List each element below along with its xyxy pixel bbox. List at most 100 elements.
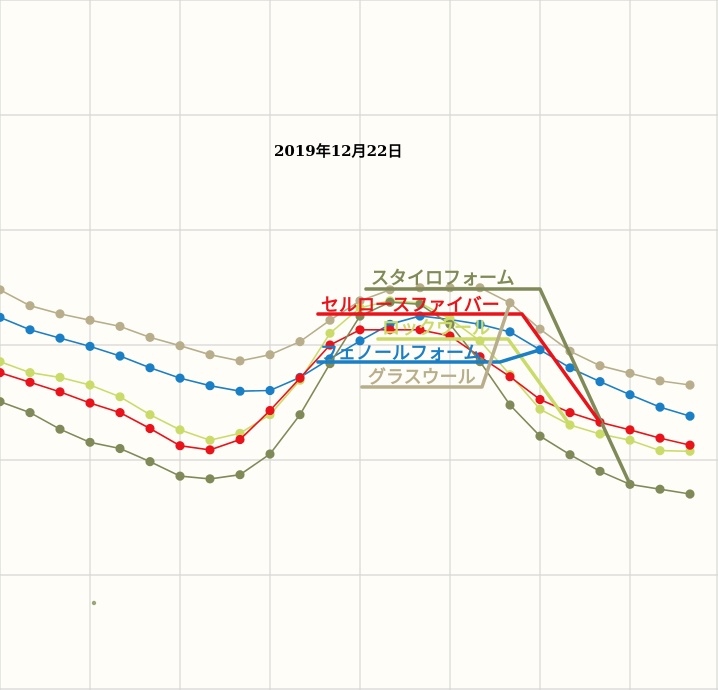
legend-leader-line [316, 348, 542, 364]
data-point [25, 368, 35, 378]
data-point [115, 408, 125, 418]
series-line [0, 329, 691, 451]
data-point [265, 449, 275, 459]
data-point [325, 340, 335, 350]
data-point [565, 363, 575, 373]
data-point [85, 341, 95, 351]
data-point [205, 445, 215, 455]
data-point [145, 332, 155, 342]
data-point [85, 437, 95, 447]
data-point [25, 377, 35, 387]
data-point [0, 368, 5, 378]
series-4 [0, 325, 695, 455]
data-point [205, 474, 215, 484]
data-point [595, 466, 605, 476]
data-point [115, 351, 125, 361]
data-point [55, 424, 65, 434]
data-point [175, 441, 185, 451]
legend-item: スタイロフォーム [364, 268, 632, 487]
data-point [295, 373, 305, 383]
data-point [685, 489, 695, 499]
data-point [655, 484, 665, 494]
legend-item: フェノールフォーム [316, 343, 542, 364]
data-point [235, 434, 245, 445]
data-point [0, 312, 5, 322]
data-point [535, 404, 545, 414]
data-point [595, 361, 605, 371]
data-point [355, 303, 365, 313]
data-point [25, 408, 35, 418]
series-line [0, 301, 691, 495]
data-point [505, 327, 515, 337]
legend-item: セルロースファイバー [316, 295, 602, 425]
data-point [475, 319, 485, 329]
data-point [0, 285, 5, 295]
data-point [535, 431, 545, 441]
chart-title: 2019年12月22日 [274, 142, 403, 160]
data-point [0, 397, 5, 407]
data-point [265, 405, 275, 416]
data-point [325, 328, 335, 338]
data-point [265, 350, 275, 360]
data-point [625, 390, 635, 400]
data-point [385, 325, 395, 335]
legend-leader-line [364, 287, 632, 487]
series-line [0, 315, 691, 417]
data-point [25, 301, 35, 311]
stray-dot [91, 600, 97, 606]
data-point [565, 408, 575, 418]
data-point [0, 357, 5, 367]
data-point [175, 373, 185, 383]
data-point [535, 394, 545, 405]
data-point [145, 423, 155, 434]
data-point [505, 400, 515, 410]
data-point [445, 319, 455, 329]
data-point [205, 381, 215, 391]
data-point [115, 392, 125, 402]
data-point [235, 470, 245, 480]
data-point [295, 410, 305, 420]
data-point [685, 440, 695, 450]
data-point [85, 398, 95, 408]
data-point [265, 385, 275, 396]
data-point [625, 435, 635, 445]
legend-leader-line [316, 312, 602, 425]
legend-label: スタイロフォーム [371, 268, 514, 289]
data-point [55, 309, 65, 319]
data-point [655, 376, 665, 386]
data-point [295, 337, 305, 347]
data-point [55, 372, 65, 382]
series-line [0, 286, 691, 386]
data-point [55, 387, 65, 397]
data-point [235, 356, 245, 366]
data-point [175, 471, 185, 481]
data-point [115, 443, 125, 454]
legend-item: グラスウール [360, 301, 512, 389]
data-point [655, 402, 665, 412]
data-point [625, 368, 635, 378]
legend-label: ロックウール [382, 318, 490, 339]
data-point [55, 333, 65, 343]
legend-leader-line [360, 301, 512, 389]
data-point [325, 315, 335, 325]
data-point [655, 433, 665, 443]
data-point [175, 341, 185, 351]
data-point [595, 377, 605, 387]
data-point [565, 450, 575, 460]
data-point [505, 372, 515, 382]
data-point [355, 325, 365, 335]
data-point [145, 457, 155, 467]
legend-leader-line [376, 337, 572, 427]
data-point [355, 296, 365, 306]
data-point [175, 425, 185, 435]
data-point [85, 380, 95, 390]
series-3 [0, 296, 695, 456]
data-point [385, 297, 395, 307]
data-point [655, 446, 665, 456]
data-point [205, 350, 215, 360]
data-point [595, 429, 605, 439]
legend-item: ロックウール [376, 318, 572, 427]
